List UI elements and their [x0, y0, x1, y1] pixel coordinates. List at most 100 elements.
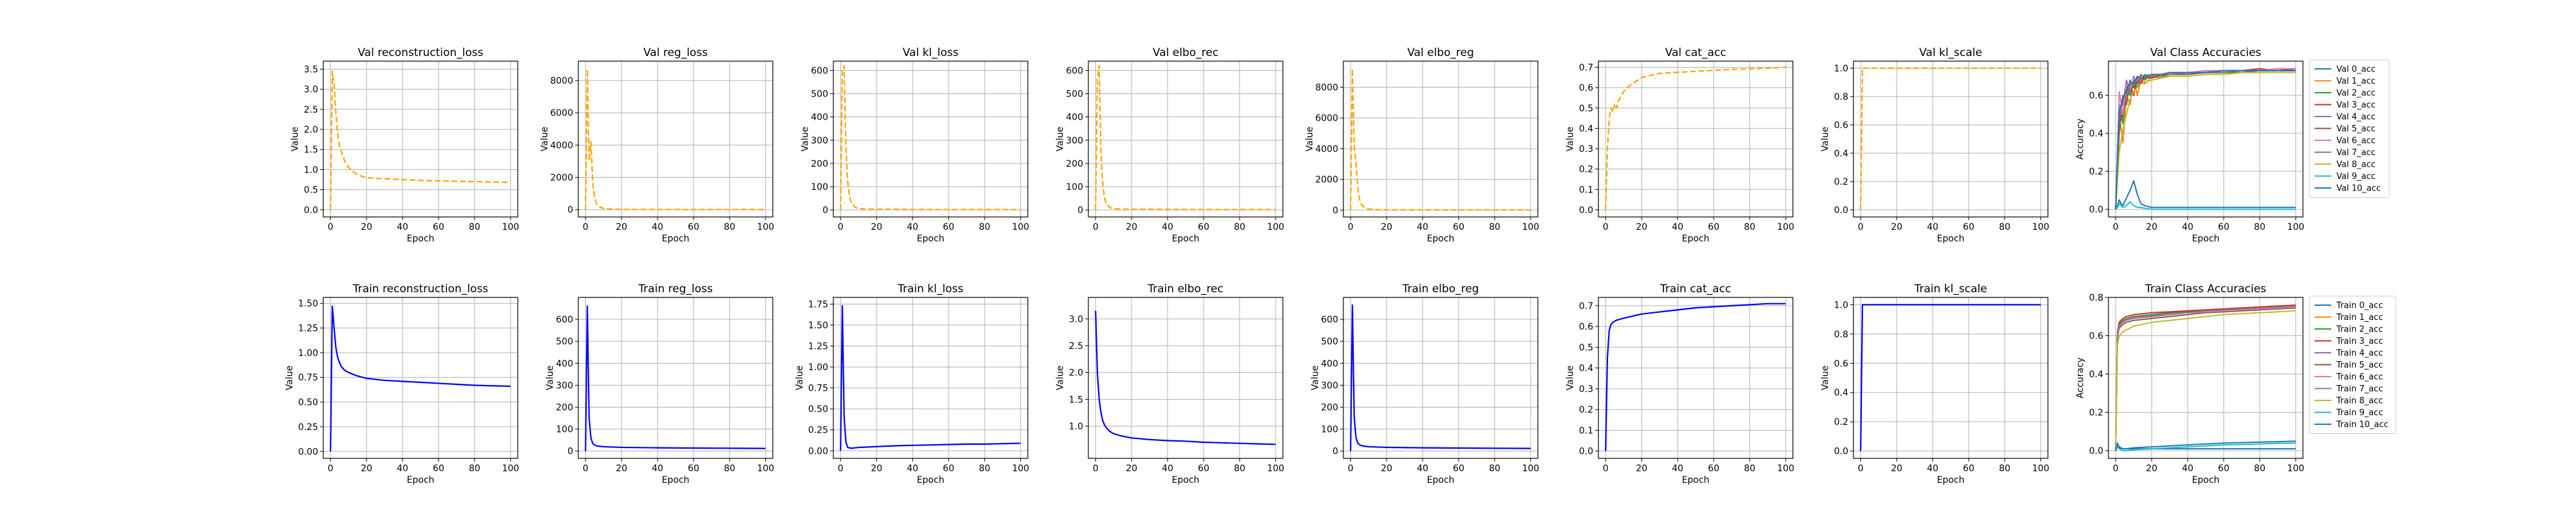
legend-entry: Train 1_acc: [2336, 313, 2383, 323]
y-tick-label: 0.7: [1579, 62, 1593, 73]
x-tick-label: 100: [1267, 222, 1284, 232]
y-tick-label: 0.5: [1579, 104, 1593, 114]
x-axis-label: Epoch: [1937, 234, 1965, 244]
y-tick-label: 0.7: [1579, 301, 1593, 312]
y-tick-label: 0.5: [304, 185, 318, 196]
x-tick-label: 100: [1267, 464, 1284, 474]
y-tick-label: 600: [556, 315, 573, 325]
x-tick-label: 100: [1777, 222, 1794, 232]
x-tick-label: 20: [871, 222, 882, 232]
chart-title: Val cat_acc: [1665, 46, 1727, 59]
series-line-1: [2115, 304, 2296, 451]
y-tick-label: 100: [1066, 182, 1083, 192]
x-axis-label: Epoch: [407, 475, 435, 485]
x-tick-label: 20: [616, 464, 627, 474]
y-tick-label: 400: [556, 359, 573, 369]
chart-panel-11: 0 20 40 60 80 100 1.0 1.5 2.0 2.5 3.0 Train elbo_re…: [1056, 283, 1285, 485]
y-axis-label: Value: [545, 366, 556, 390]
y-tick-label: 0.2: [1834, 177, 1848, 187]
series-line-0: [2115, 180, 2296, 210]
x-tick-label: 60: [2218, 464, 2230, 474]
y-tick-label: 500: [556, 337, 573, 347]
y-tick-label: 0.50: [298, 398, 318, 408]
y-tick-label: 400: [811, 113, 828, 123]
legend-entry: Val 5_acc: [2336, 124, 2376, 134]
y-tick-label: 0.6: [2089, 91, 2103, 101]
x-tick-label: 60: [943, 222, 954, 232]
x-tick-label: 60: [943, 464, 954, 474]
legend-box: [2309, 295, 2396, 434]
y-axis-label: Value: [1305, 127, 1315, 151]
y-tick-label: 6000: [1315, 113, 1338, 124]
y-axis-label: Value: [1566, 127, 1576, 151]
legend-entry: Train 9_acc: [2336, 408, 2383, 418]
legend-entry: Val 7_acc: [2336, 148, 2376, 158]
chart-panel-14: 0 20 40 60 80 100 0.0 0.2 0.4 0.6 0.8 1.0 Train kl_s…: [1821, 283, 2050, 485]
axes-frame: [578, 61, 773, 218]
axes-frame: [833, 297, 1028, 459]
y-tick-label: 600: [1066, 66, 1083, 76]
x-tick-label: 0: [838, 222, 844, 232]
x-tick-label: 0: [583, 222, 589, 232]
x-tick-label: 0: [328, 464, 334, 474]
axes-frame: [323, 297, 518, 459]
x-tick-label: 60: [2218, 222, 2230, 232]
series-line-0: [840, 304, 1021, 451]
x-tick-label: 80: [979, 464, 990, 474]
series-line-0: [585, 305, 766, 451]
x-tick-label: 0: [328, 222, 334, 232]
series-line-0: [330, 305, 511, 452]
x-tick-label: 60: [688, 464, 699, 474]
legend-entry: Train 7_acc: [2336, 384, 2383, 394]
x-tick-label: 80: [2254, 222, 2266, 232]
x-tick-label: 20: [2146, 222, 2157, 232]
x-tick-label: 40: [1672, 464, 1683, 474]
x-tick-label: 80: [1234, 464, 1245, 474]
chart-panel-8: 0 20 40 60 80 100 0.00 0.25 0.50 0.75 1.00 1.25 1.50…: [285, 283, 519, 485]
y-tick-label: 2.5: [304, 105, 318, 115]
y-tick-label: 300: [1321, 380, 1338, 391]
y-tick-label: 2000: [550, 173, 573, 183]
y-tick-label: 0.00: [808, 446, 828, 456]
y-tick-label: 200: [1321, 403, 1338, 413]
y-axis-label: Value: [795, 366, 805, 390]
y-tick-label: 2000: [1315, 175, 1338, 185]
x-tick-label: 20: [1126, 464, 1137, 474]
series-line-0: [1860, 67, 2041, 211]
x-tick-label: 80: [1744, 464, 1756, 474]
chart-title: Val elbo_rec: [1153, 46, 1218, 59]
chart-title: Val kl_scale: [1919, 46, 1982, 59]
chart-panel-5: 0 20 40 60 80 100 0.0 0.1 0.2 0.3 0.4 0.5 0.6 0.7 Val …: [1566, 46, 1795, 244]
y-tick-label: 4000: [1315, 144, 1338, 154]
y-tick-label: 0.1: [1579, 426, 1593, 436]
axes-frame: [1343, 297, 1539, 459]
y-tick-label: 0.0: [1834, 447, 1848, 457]
x-tick-label: 40: [397, 464, 408, 474]
legend: Val 0_acc Val 1_acc Val 2_acc Val 3_acc Val …: [2309, 59, 2390, 198]
series-line-5: [2115, 307, 2296, 451]
y-tick-label: 400: [1321, 359, 1338, 369]
y-tick-label: 600: [1321, 315, 1338, 325]
legend-entry: Val 0_acc: [2336, 65, 2376, 75]
series-line-0: [1095, 310, 1276, 445]
legend-entry: Val 8_acc: [2336, 160, 2376, 170]
axes-frame: [1598, 297, 1794, 459]
y-tick-label: 0: [1332, 447, 1338, 457]
legend-entry: Val 6_acc: [2336, 136, 2376, 146]
series-line-10: [2115, 440, 2296, 451]
x-tick-label: 20: [616, 222, 627, 232]
x-tick-label: 100: [502, 222, 519, 232]
x-tick-label: 20: [1891, 222, 1902, 232]
x-tick-label: 60: [1963, 464, 1975, 474]
y-axis-label: Value: [1056, 366, 1066, 390]
y-tick-label: 0.0: [1579, 447, 1593, 457]
legend-entry: Train 4_acc: [2336, 349, 2383, 359]
x-tick-label: 80: [1999, 222, 2011, 232]
series-line-4: [2115, 306, 2296, 451]
series-line-0: [330, 70, 511, 210]
series-line-5: [2115, 70, 2296, 210]
y-tick-label: 0: [1332, 205, 1338, 216]
legend-entry: Val 4_acc: [2336, 113, 2376, 122]
chart-title: Val Class Accuracies: [2150, 46, 2262, 59]
chart-title: Val kl_loss: [903, 46, 959, 59]
